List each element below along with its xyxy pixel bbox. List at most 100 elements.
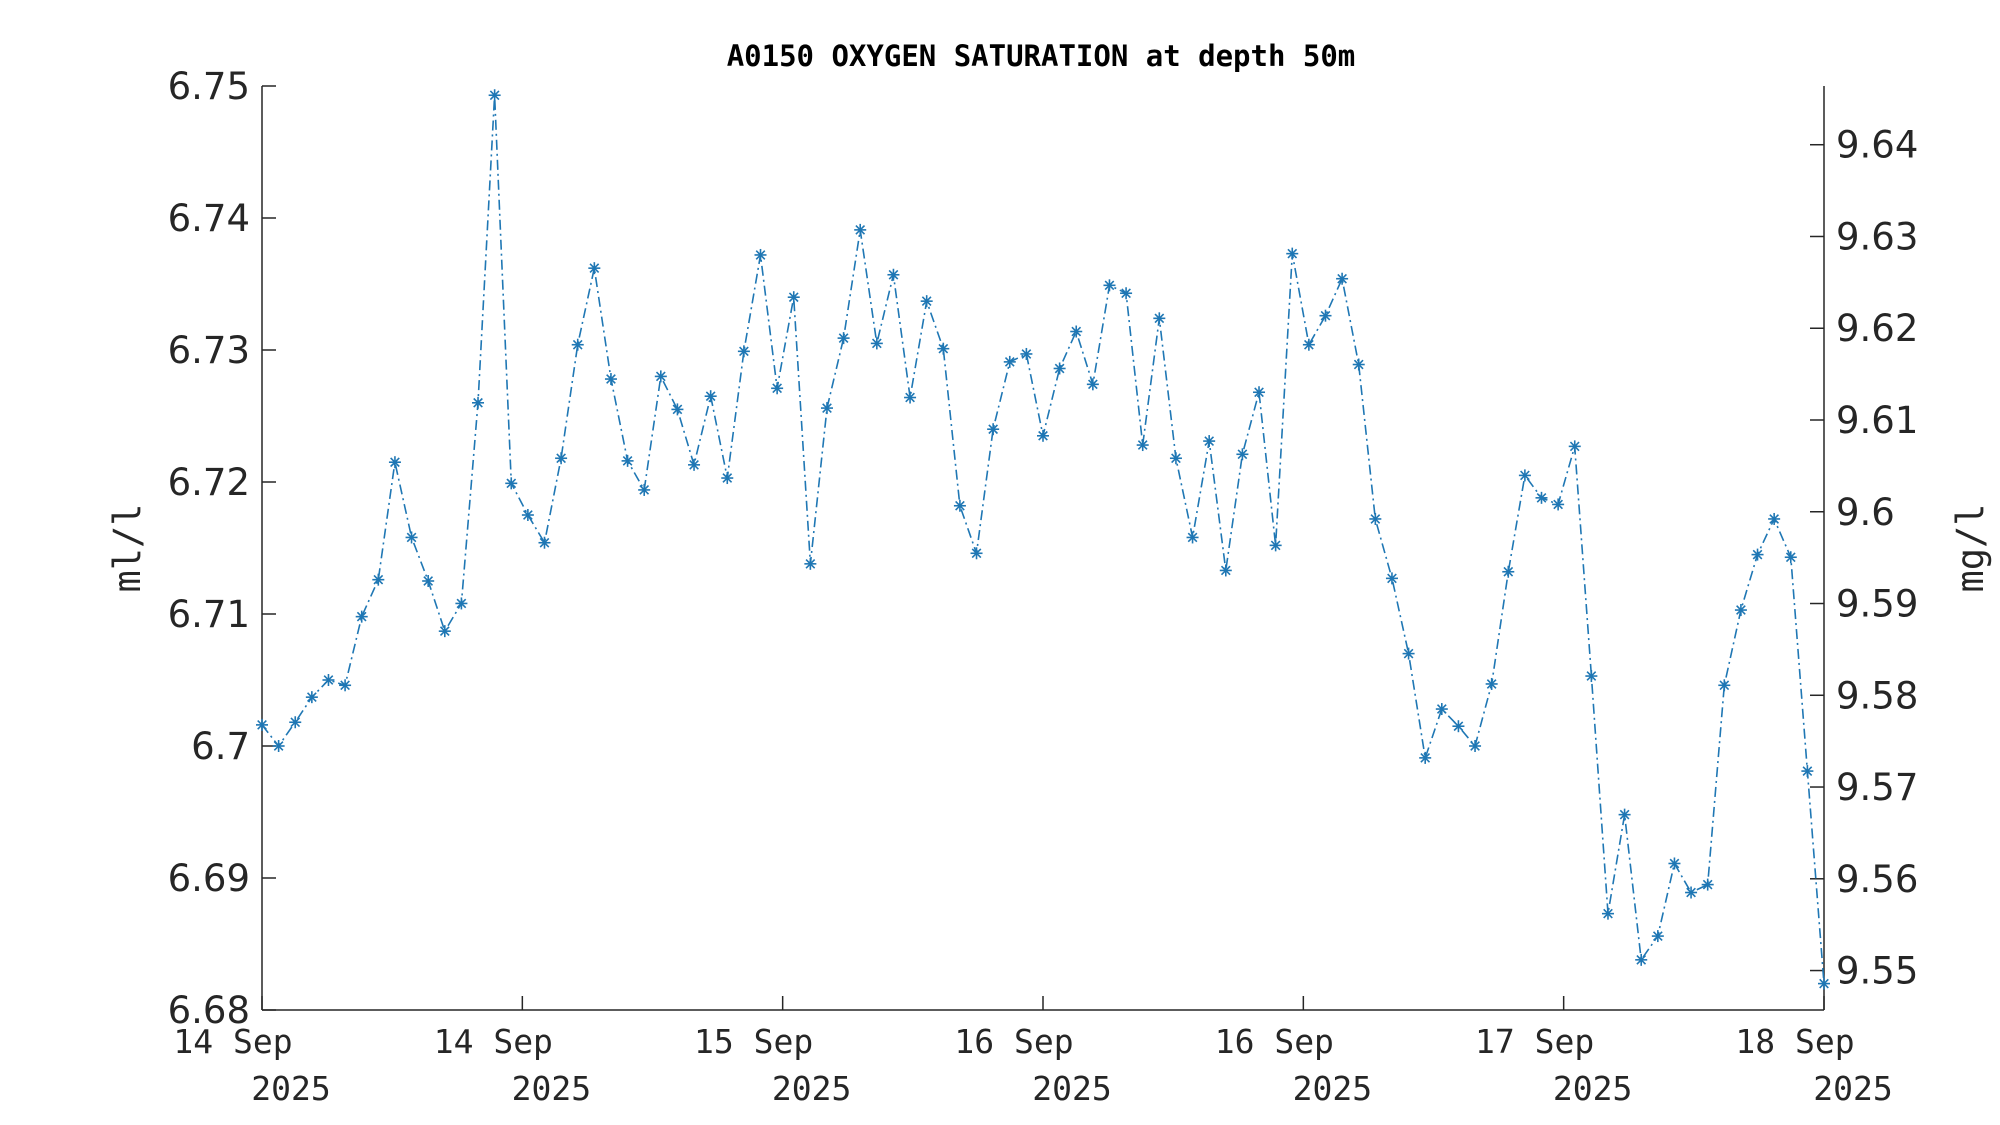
data-point	[1169, 452, 1182, 465]
data-point	[870, 337, 883, 350]
data-point	[1319, 309, 1332, 322]
left-tick-label: 6.72	[168, 461, 250, 504]
right-tick-label: 9.6	[1836, 491, 1895, 534]
right-tick-label: 9.62	[1836, 307, 1918, 350]
data-point	[521, 509, 534, 521]
x-tick-label-day: 15 Sep	[694, 1022, 813, 1061]
data-point	[1784, 551, 1797, 564]
left-tick-label: 6.73	[168, 329, 250, 372]
data-point	[1668, 857, 1681, 870]
right-tick-label: 9.63	[1836, 215, 1918, 258]
chart-title: A0150 OXYGEN SATURATION at depth 50m	[727, 39, 1356, 73]
left-tick-label: 6.75	[168, 65, 250, 108]
data-point	[737, 345, 750, 358]
data-point	[1269, 539, 1282, 552]
right-tick-label: 9.59	[1836, 583, 1918, 626]
left-tick-label: 6.71	[168, 593, 250, 636]
right-tick-label: 9.64	[1836, 124, 1918, 167]
x-tick-label-year: 2025	[251, 1069, 330, 1108]
data-point	[1502, 565, 1515, 578]
data-point	[555, 452, 568, 465]
data-point	[721, 472, 734, 485]
data-point	[588, 262, 601, 275]
data-point	[1751, 548, 1764, 561]
data-point	[1402, 647, 1415, 660]
x-tick-label-day: 16 Sep	[1215, 1022, 1334, 1061]
data-point	[837, 332, 850, 345]
left-y-axis-label: ml/l	[106, 503, 149, 592]
data-point	[1518, 469, 1531, 482]
data-point	[505, 477, 518, 490]
data-point	[688, 458, 701, 471]
series-layer	[256, 89, 1830, 990]
data-point	[887, 268, 900, 281]
data-point	[289, 716, 302, 729]
x-tick-label-year: 2025	[1293, 1069, 1372, 1108]
right-tick-label: 9.61	[1836, 399, 1918, 442]
data-point	[1203, 435, 1216, 448]
data-point	[771, 382, 784, 395]
data-point	[1120, 287, 1133, 300]
data-point	[1286, 247, 1299, 260]
data-point	[1685, 886, 1698, 899]
data-point	[920, 295, 933, 308]
data-point	[1352, 358, 1365, 371]
data-point	[305, 691, 318, 704]
right-y-axis-label: mg/l	[1949, 503, 1992, 592]
data-point	[1385, 572, 1398, 585]
data-point	[854, 223, 867, 236]
data-point	[1419, 751, 1432, 764]
data-point	[1053, 362, 1066, 375]
data-point	[1635, 953, 1648, 966]
data-point	[1701, 878, 1714, 891]
data-point	[1253, 386, 1266, 399]
data-point	[621, 454, 634, 467]
x-ticks: 14 Sep 2025 14 Sep 2025 15 Sep 2025 16 Sep 2025…	[173, 996, 1893, 1108]
data-point	[970, 547, 983, 560]
data-point	[1219, 564, 1232, 577]
data-point	[1718, 679, 1731, 692]
right-tick-label: 9.55	[1836, 950, 1918, 993]
data-point	[1618, 808, 1631, 821]
data-point	[1585, 670, 1598, 683]
data-point	[1452, 720, 1465, 733]
data-point	[804, 557, 817, 570]
left-tick-label: 6.69	[168, 857, 250, 900]
data-point	[1651, 930, 1664, 943]
x-tick-label-year: 2025	[1813, 1069, 1892, 1108]
data-point	[1037, 429, 1049, 442]
x-tick-label-day: 14 Sep	[434, 1022, 553, 1061]
data-point	[1435, 703, 1448, 716]
data-point	[256, 718, 268, 731]
right-tick-label: 9.56	[1836, 858, 1918, 901]
x-tick-label-year: 2025	[512, 1069, 591, 1108]
data-point	[1485, 677, 1498, 690]
data-point	[571, 338, 584, 351]
x-tick-label-year: 2025	[1032, 1069, 1111, 1108]
right-y-ticks: 9.55 9.56 9.57 9.58 9.59 9.6 9.61 9.62 9.63 9.64	[1810, 124, 1918, 993]
data-point	[1103, 279, 1116, 292]
data-point	[1186, 531, 1199, 544]
data-point	[671, 403, 684, 416]
left-tick-label: 6.7	[191, 725, 250, 768]
x-tick-label-year: 2025	[1553, 1069, 1632, 1108]
data-point	[987, 423, 1000, 436]
data-point	[937, 342, 950, 355]
x-tick-label-day: 14 Sep	[173, 1022, 292, 1061]
data-point	[438, 625, 451, 638]
data-point	[322, 674, 335, 686]
x-tick-label-day: 18 Sep	[1735, 1022, 1854, 1061]
data-point	[1601, 907, 1614, 920]
data-point	[372, 573, 385, 586]
data-point	[388, 456, 401, 469]
data-point	[1469, 740, 1482, 752]
right-tick-label: 9.58	[1836, 674, 1918, 717]
data-point	[422, 575, 435, 587]
data-point	[405, 531, 418, 544]
data-point	[1568, 440, 1581, 453]
data-point	[654, 370, 667, 383]
data-point	[638, 483, 651, 496]
x-tick-label-year: 2025	[772, 1069, 851, 1108]
data-point	[1302, 338, 1315, 351]
data-point	[472, 396, 485, 409]
